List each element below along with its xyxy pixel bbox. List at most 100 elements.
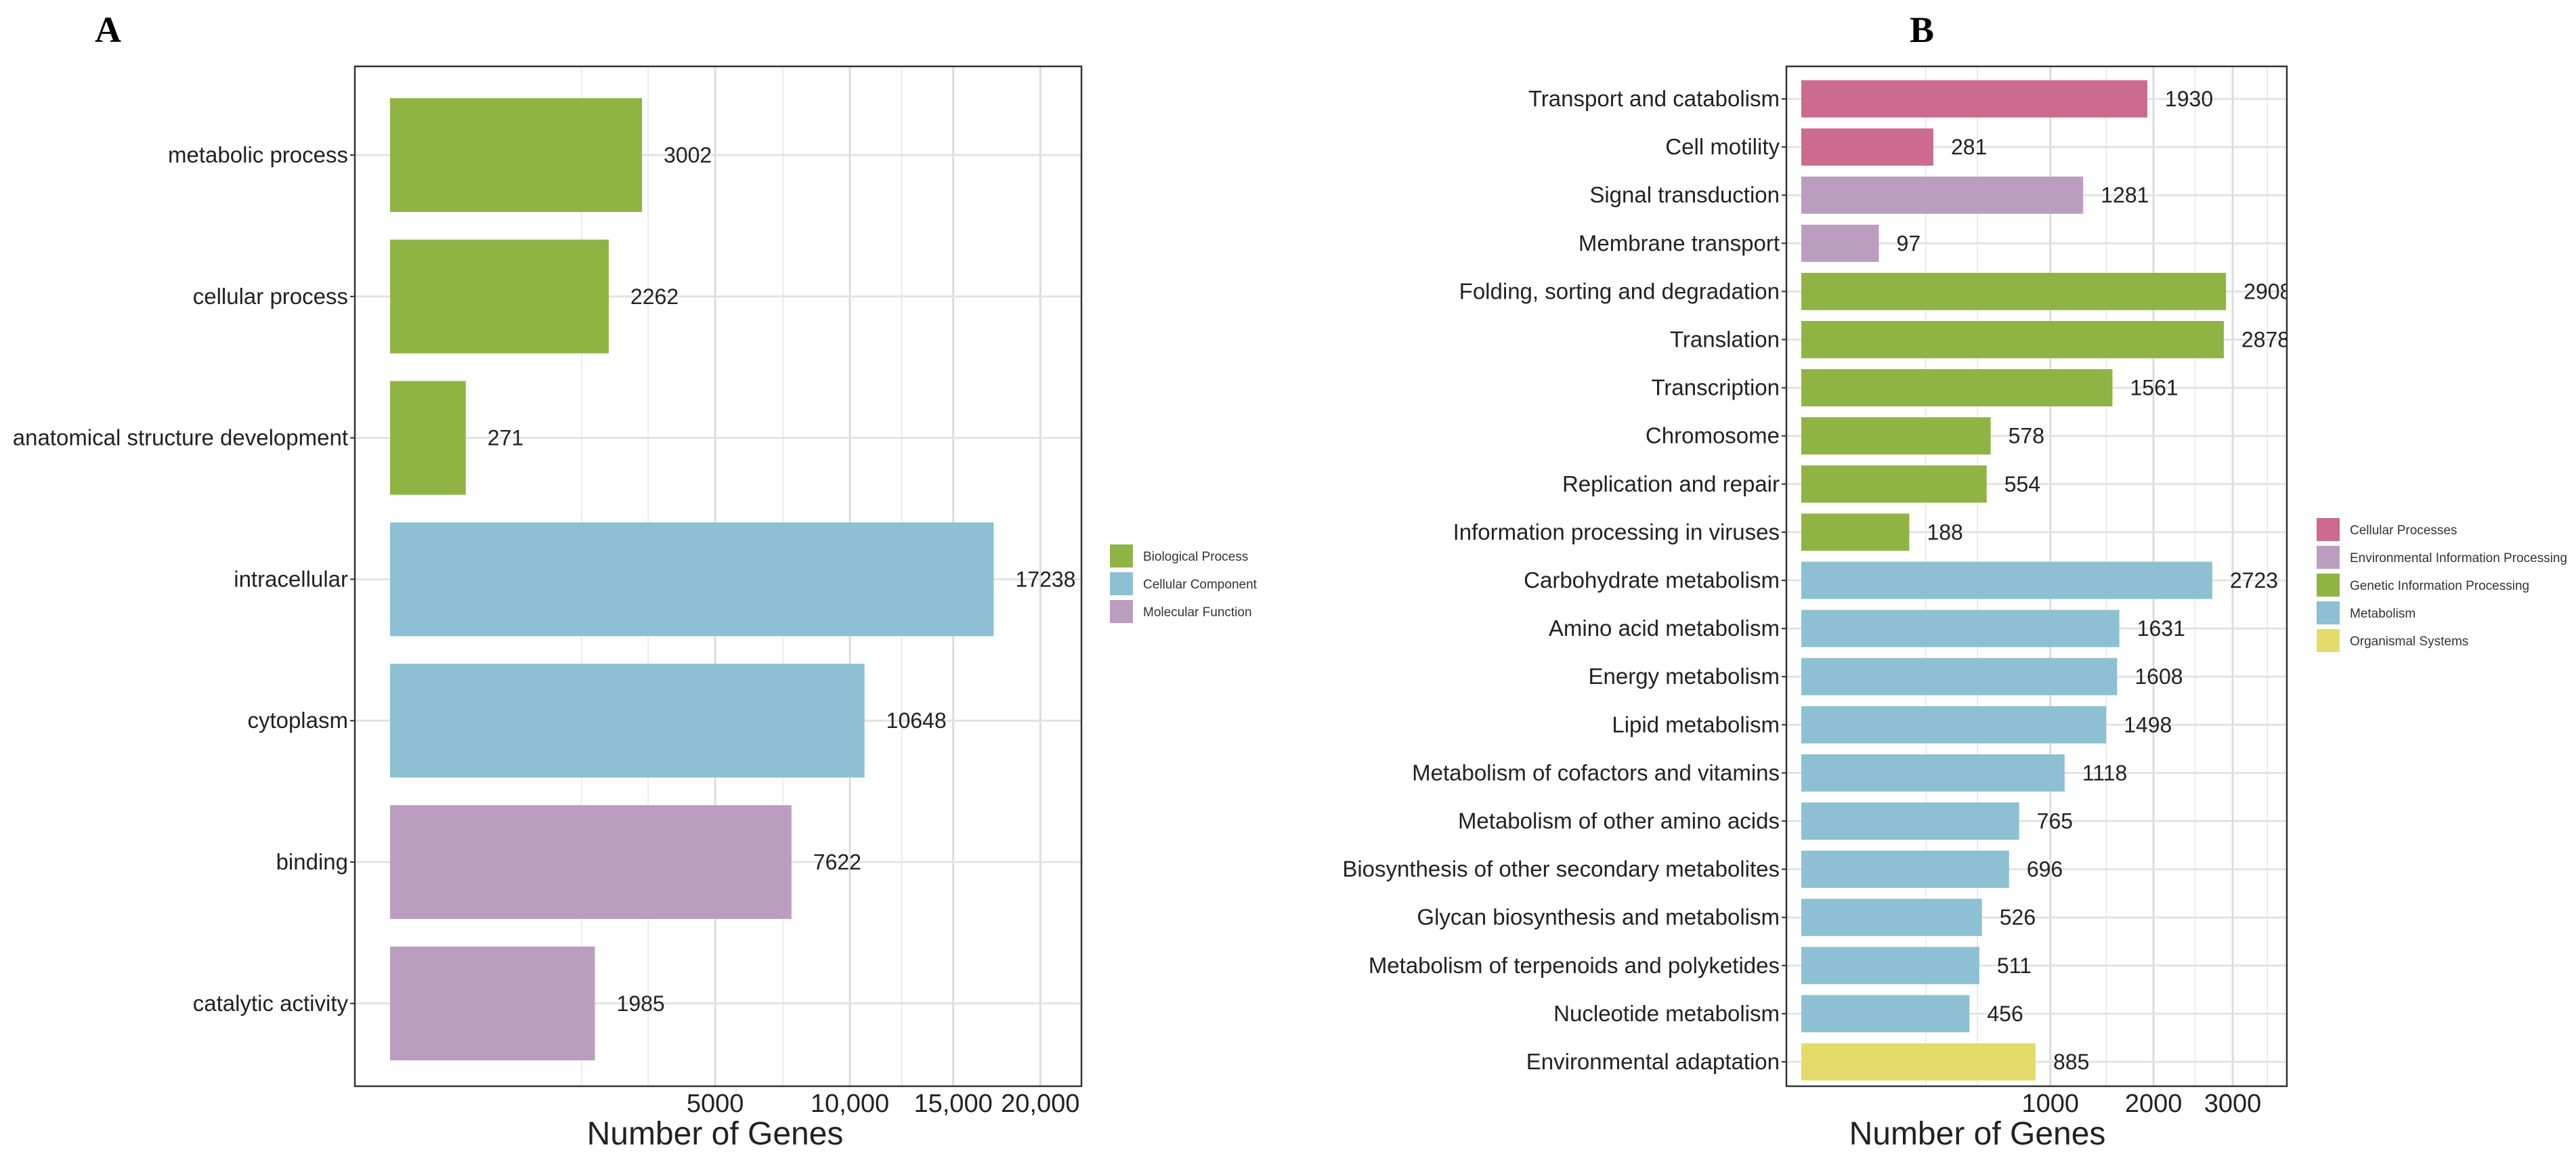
x-tick-label: 20,000	[1001, 1090, 1079, 1118]
data-label: 10648	[886, 708, 947, 733]
bar	[1801, 272, 2227, 310]
x-axis-title: Number of Genes	[587, 1116, 844, 1152]
legend-label: Biological Process	[1143, 550, 1248, 564]
data-label: 1930	[2165, 87, 2213, 111]
category-label: anatomical structure development	[13, 425, 348, 450]
category-label: Biosynthesis of other secondary metaboli…	[1342, 857, 1780, 882]
data-label: 526	[2000, 905, 2036, 930]
category-label: cytoplasm	[247, 708, 348, 733]
category-label: Metabolism of other amino acids	[1458, 809, 1780, 834]
category-label: Carbohydrate metabolism	[1524, 567, 1780, 593]
data-label: 97	[1897, 231, 1921, 255]
bars-group: 3002 2262 271 17238 10648 7622 1985	[355, 98, 1081, 1060]
bar	[1801, 369, 2113, 407]
data-label: 2723	[2230, 568, 2278, 593]
category-label: Environmental adaptation	[1526, 1049, 1780, 1074]
data-label: 2878	[2241, 328, 2290, 352]
category-label: Transport and catabolism	[1528, 86, 1780, 111]
bar	[390, 381, 466, 495]
bar	[1801, 706, 2107, 744]
bar	[390, 664, 865, 778]
x-tick-label: 15,000	[914, 1090, 992, 1118]
bar	[1801, 80, 2147, 118]
legend: Biological Process Cellular Component Mole…	[1109, 543, 1258, 624]
legend-swatch	[2315, 517, 2341, 542]
data-label: 578	[2009, 424, 2044, 448]
category-label: intracellular	[234, 566, 348, 591]
data-label: 1281	[2101, 183, 2149, 207]
data-label: 281	[1951, 135, 1987, 159]
category-label: Amino acid metabolism	[1549, 616, 1780, 641]
bar	[1801, 224, 1879, 262]
bar	[1801, 513, 1910, 551]
bar	[1801, 321, 2224, 358]
data-label: 1608	[2134, 664, 2183, 689]
bar	[390, 946, 595, 1060]
bar	[390, 805, 792, 919]
panel-label: B	[1910, 9, 1934, 50]
legend-label: Molecular Function	[1143, 605, 1252, 620]
category-label: Replication and repair	[1562, 471, 1780, 496]
category-label: binding	[276, 849, 348, 874]
bar	[1801, 561, 2212, 599]
x-tick-label: 2000	[2125, 1090, 2183, 1118]
legend-swatch	[1109, 543, 1134, 569]
category-label: Translation	[1670, 327, 1780, 352]
category-label: cellular process	[193, 284, 348, 309]
legend-swatch	[1109, 599, 1134, 624]
category-label: Metabolism of cofactors and vitamins	[1412, 760, 1780, 785]
data-label: 7622	[813, 850, 861, 874]
data-label: 1631	[2137, 616, 2185, 641]
data-label: 1498	[2124, 712, 2172, 737]
bar	[1801, 417, 1991, 455]
plot-frame	[1785, 65, 2288, 1088]
legend-swatch	[2315, 572, 2341, 598]
x-tick-label: 10,000	[811, 1090, 889, 1118]
plot-frame	[353, 65, 1083, 1088]
category-label: Signal transduction	[1589, 182, 1780, 207]
category-label: Transcription	[1651, 375, 1780, 400]
legend-label: Cellular Component	[1143, 578, 1258, 592]
legend-label: Cellular Processes	[2350, 523, 2457, 538]
bar	[1801, 754, 2065, 792]
data-label: 765	[2037, 809, 2073, 834]
legend-swatch	[2315, 628, 2341, 653]
bar	[390, 98, 643, 212]
legend: Cellular Processes Environmental Informat…	[2315, 517, 2567, 653]
category-label: metabolic process	[168, 142, 348, 167]
legend-label: Organismal Systems	[2350, 635, 2468, 649]
data-label: 696	[2027, 857, 2063, 882]
panel-a-chart: A 3002 2262 271 17238 10648 7622 1985 metabolic …	[13, 9, 1258, 1152]
data-label: 2908	[2244, 279, 2292, 303]
legend-label: Environmental Information Processing	[2350, 551, 2567, 565]
bar	[390, 239, 609, 353]
data-label: 3002	[664, 143, 712, 167]
data-label: 1561	[2130, 376, 2178, 400]
category-label: Nucleotide metabolism	[1553, 1001, 1780, 1026]
category-label: Cell motility	[1665, 134, 1780, 159]
bar	[390, 522, 994, 637]
bar	[1801, 947, 1979, 985]
data-label: 271	[488, 426, 523, 450]
data-label: 2262	[630, 284, 679, 309]
bar	[1801, 465, 1987, 503]
bar	[1801, 1043, 2036, 1081]
data-label: 456	[1987, 1002, 2023, 1026]
data-label: 511	[1997, 953, 2032, 978]
category-label: Membrane transport	[1579, 230, 1780, 255]
x-tick-label: 1000	[2021, 1090, 2079, 1118]
bar	[1801, 128, 1933, 166]
category-label: Metabolism of terpenoids and polyketides	[1369, 953, 1780, 978]
data-label: 554	[2004, 472, 2040, 496]
category-label: Chromosome	[1646, 423, 1780, 448]
legend-label: Genetic Information Processing	[2350, 579, 2529, 593]
bar	[1801, 899, 1982, 937]
category-label: Energy metabolism	[1589, 664, 1780, 689]
bar	[1801, 995, 1970, 1033]
bar	[1801, 176, 2084, 214]
data-label: 188	[1927, 520, 1962, 544]
category-label: catalytic activity	[193, 991, 349, 1016]
data-label: 17238	[1015, 567, 1075, 591]
category-label: Folding, sorting and degradation	[1459, 278, 1780, 303]
